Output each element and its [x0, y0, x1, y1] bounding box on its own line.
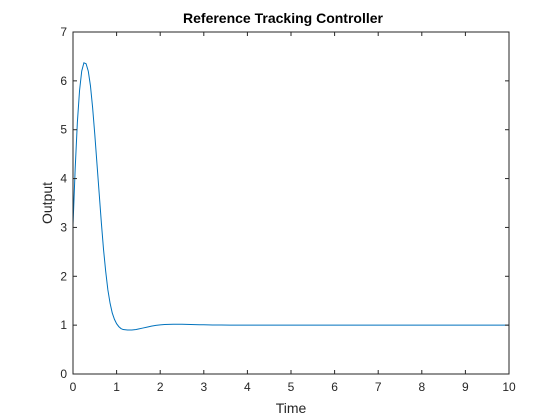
- y-tick-label: 6: [60, 74, 67, 88]
- chart-title: Reference Tracking Controller: [183, 10, 384, 26]
- series-line-0: [72, 62, 509, 331]
- y-tick-label: 5: [60, 123, 67, 137]
- y-tick-label: 1: [60, 318, 67, 332]
- x-tick-label: 1: [113, 380, 120, 394]
- y-tick-label: 4: [60, 172, 67, 186]
- x-tick-label: 9: [462, 380, 469, 394]
- y-tick-label: 7: [60, 25, 67, 39]
- x-tick-label: 0: [70, 380, 77, 394]
- x-tick-label: 6: [331, 380, 338, 394]
- series-layer: [72, 62, 509, 331]
- y-tick-label: 0: [60, 367, 67, 381]
- x-axis-label: Time: [276, 400, 307, 416]
- x-tick-label: 10: [502, 380, 516, 394]
- x-tick-label: 3: [200, 380, 207, 394]
- x-tick-label: 8: [418, 380, 425, 394]
- plot-area: [73, 32, 509, 374]
- x-tick-label: 5: [288, 380, 295, 394]
- x-tick-label: 4: [244, 380, 251, 394]
- x-tick-label: 7: [375, 380, 382, 394]
- axes-layer: 0 1 2 3 4 5 6 7 8 9 10 0 1 2 3 4 5 6 7: [60, 25, 516, 394]
- y-axis-label: Output: [39, 182, 55, 224]
- x-tick-label: 2: [157, 380, 164, 394]
- y-tick-label: 3: [60, 220, 67, 234]
- y-tick-label: 2: [60, 269, 67, 283]
